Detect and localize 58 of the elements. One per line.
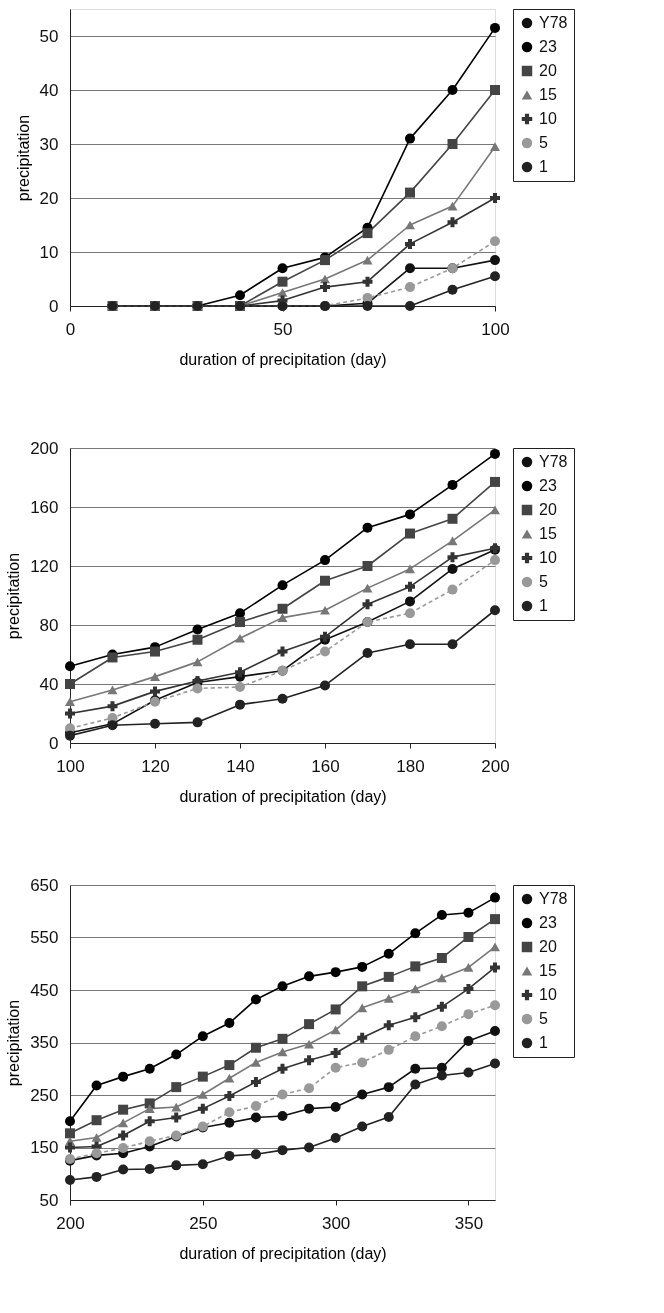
- y-tick-label: 450: [30, 980, 59, 1000]
- x-tick-label: 100: [481, 319, 510, 339]
- x-tick-label: 140: [226, 756, 255, 776]
- x-axis-title: duration of precipitation (day): [179, 787, 387, 805]
- legend-label: 20: [539, 62, 557, 79]
- x-tick-label: 300: [321, 1213, 351, 1233]
- y-tick-label: 0: [49, 296, 59, 316]
- legend-label: 1: [539, 597, 548, 614]
- y-tick-label: 10: [39, 242, 59, 262]
- legend-label: 1: [539, 158, 548, 175]
- y-tick-label: 80: [39, 615, 59, 635]
- legend-label: 23: [539, 38, 557, 55]
- legend-label: 23: [539, 477, 557, 494]
- legend-label: Y78: [539, 14, 568, 31]
- y-tick-label: 0: [49, 733, 59, 753]
- y-tick-label: 50: [39, 1190, 59, 1210]
- legend-label: 5: [539, 1010, 548, 1027]
- x-axis-title: duration of precipitation (day): [179, 1244, 387, 1262]
- x-axis-title: duration of precipitation (day): [179, 350, 387, 368]
- legend-label: Y78: [539, 890, 568, 907]
- y-tick-label: 650: [30, 875, 59, 895]
- y-tick-label: 250: [30, 1085, 59, 1105]
- legend-label: 10: [539, 110, 557, 127]
- x-tick-label: 120: [141, 756, 170, 776]
- y-tick-label: 150: [30, 1138, 59, 1157]
- x-tick-label: 0: [65, 319, 76, 339]
- legend-label: 20: [539, 938, 557, 955]
- y-axis-title: precipitation: [14, 114, 32, 202]
- y-tick-label: 160: [30, 497, 59, 517]
- y-tick-label: 200: [30, 438, 59, 458]
- x-tick-label: 180: [396, 756, 425, 776]
- x-tick-label: 160: [311, 756, 340, 776]
- legend-label: 15: [539, 86, 557, 103]
- x-tick-label: 200: [481, 756, 510, 776]
- legend-label: 10: [539, 549, 557, 566]
- y-tick-label: 50: [39, 26, 59, 46]
- legend-label: 23: [539, 914, 557, 931]
- legend-label: 1: [539, 1034, 548, 1051]
- y-tick-label: 550: [30, 928, 59, 947]
- x-tick-label: 50: [273, 319, 293, 339]
- y-axis-title: precipitation: [5, 999, 23, 1087]
- legend-label: 5: [539, 573, 548, 590]
- y-axis-title: precipitation: [5, 552, 23, 640]
- legend-label: 15: [539, 962, 557, 979]
- x-tick-label: 350: [454, 1213, 484, 1233]
- legend-label: 5: [539, 134, 548, 151]
- legend-label: 10: [539, 986, 557, 1003]
- x-tick-label: 100: [56, 756, 85, 776]
- legend-label: 15: [539, 525, 557, 542]
- x-tick-label: 250: [189, 1213, 218, 1233]
- y-tick-label: 40: [39, 674, 59, 694]
- y-tick-label: 20: [39, 188, 59, 208]
- y-tick-label: 350: [30, 1033, 59, 1052]
- y-tick-label: 30: [39, 134, 59, 154]
- legend-label: Y78: [539, 453, 568, 470]
- legend-label: 20: [539, 501, 557, 518]
- y-tick-label: 120: [30, 556, 59, 576]
- y-tick-label: 40: [39, 80, 59, 100]
